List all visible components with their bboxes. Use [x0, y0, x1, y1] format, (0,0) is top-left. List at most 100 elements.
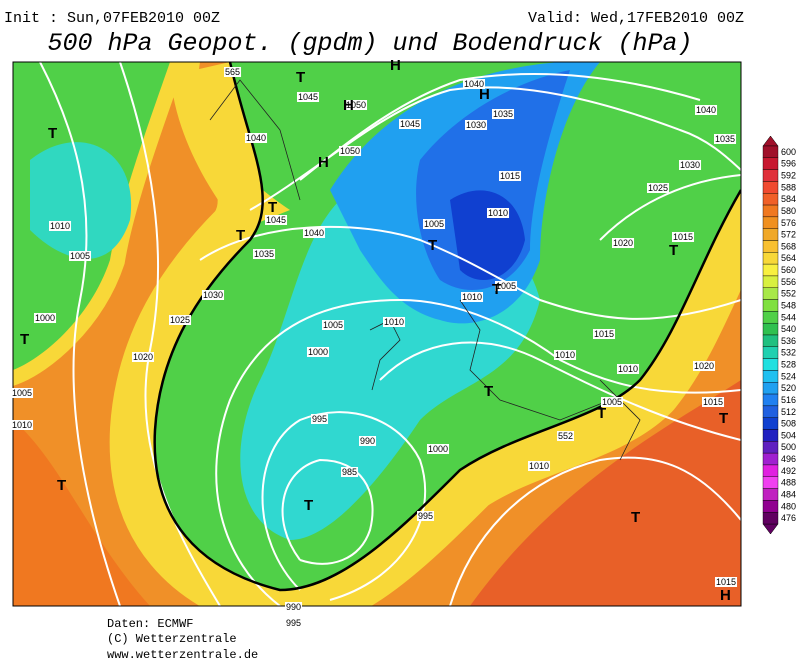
colorbar-label: 512 — [781, 407, 796, 417]
pressure-label-bg — [303, 228, 326, 238]
pressure-label-bg — [499, 171, 522, 181]
colorbar-label: 496 — [781, 454, 796, 464]
colorbar-swatch — [762, 275, 779, 288]
pressure-center: T — [484, 383, 493, 400]
pressure-label: 1025 — [170, 315, 190, 325]
colorbar-label: 532 — [781, 348, 796, 358]
pressure-center: T — [428, 237, 437, 254]
pressure-label: 985 — [342, 467, 357, 477]
pressure-center: H — [343, 97, 354, 114]
colorbar-swatch — [762, 370, 779, 383]
colorbar-label: 584 — [781, 194, 796, 204]
colorbar-swatch — [762, 417, 779, 430]
pressure-label: 1050 — [340, 146, 360, 156]
pressure-label-bg — [359, 436, 377, 446]
pressure-label-bg — [253, 249, 276, 259]
init-time: Init : Sun,07FEB2010 00Z — [4, 10, 220, 27]
pressure-label-bg — [224, 67, 242, 77]
pressure-label: 1010 — [618, 364, 638, 374]
pressure-label-bg — [285, 602, 303, 612]
pressure-label-bg — [487, 208, 510, 218]
pressure-label: 1005 — [496, 281, 516, 291]
pressure-label: 1045 — [266, 215, 286, 225]
pressure-label-bg — [169, 315, 192, 325]
pressure-label-bg — [49, 221, 72, 231]
pressure-label-bg — [245, 133, 268, 143]
colorbar-label: 568 — [781, 241, 796, 251]
pressure-center: T — [48, 125, 57, 142]
pressure-center: T — [57, 477, 66, 494]
pressure-label: 1030 — [203, 290, 223, 300]
pressure-center: T — [296, 69, 305, 86]
pressure-label-bg — [202, 290, 225, 300]
colorbar-label: 548 — [781, 300, 796, 310]
pressure-label-bg — [492, 109, 515, 119]
pressure-label-bg — [265, 215, 288, 225]
pressure-label: 1020 — [694, 361, 714, 371]
pressure-label-bg — [307, 347, 330, 357]
pressure-center: H — [318, 154, 329, 171]
pressure-label-bg — [34, 313, 57, 323]
pressure-label-bg — [417, 511, 435, 521]
colorbar-label: 592 — [781, 171, 796, 181]
pressure-label-bg — [528, 461, 551, 471]
colorbar-label: 500 — [781, 442, 796, 452]
pressure-label-bg — [554, 350, 577, 360]
pressure-label: 1030 — [680, 160, 700, 170]
pressure-label-bg — [423, 219, 446, 229]
pressure-label-bg — [322, 320, 345, 330]
pressure-label: 1040 — [246, 133, 266, 143]
pressure-center: T — [268, 199, 277, 216]
pressure-label: 1005 — [12, 388, 32, 398]
colorbar-swatch — [762, 263, 779, 277]
colorbar-swatch — [762, 334, 779, 348]
pressure-label-bg — [383, 317, 406, 327]
pressure-center: T — [719, 410, 728, 427]
colorbar-swatch — [762, 346, 779, 359]
colorbar-swatch — [762, 204, 779, 218]
pressure-label: 1000 — [308, 347, 328, 357]
pressure-label-bg — [714, 134, 737, 144]
colorbar-label: 516 — [781, 395, 796, 405]
colorbar-label: 596 — [781, 159, 796, 169]
pressure-label: 1010 — [555, 350, 575, 360]
pressure-label-bg — [339, 146, 362, 156]
pressure-label: 1035 — [715, 134, 735, 144]
colorbar-bottom — [762, 523, 779, 535]
colorbar-swatch — [762, 358, 779, 371]
colorbar-label: 520 — [781, 383, 796, 393]
pressure-label: 1045 — [400, 119, 420, 129]
colorbar: 6005965925885845805765725685645605565525… — [762, 135, 796, 535]
pressure-center: T — [597, 405, 606, 422]
colorbar-swatch — [762, 145, 779, 159]
pressure-label-bg — [695, 105, 718, 115]
pressure-label: 990 — [286, 602, 301, 612]
pressure-label: 1035 — [254, 249, 274, 259]
colorbar-swatch — [762, 382, 779, 395]
pressure-label-bg — [427, 444, 450, 454]
pressure-center: H — [479, 86, 490, 103]
colorbar-label: 540 — [781, 324, 796, 334]
pressure-label: 1010 — [462, 292, 482, 302]
pressure-label-bg — [557, 431, 575, 441]
pressure-label: 1010 — [12, 420, 32, 430]
pressure-label-bg — [341, 467, 359, 477]
pressure-label: 565 — [225, 67, 240, 77]
colorbar-label: 476 — [781, 513, 796, 523]
colorbar-label: 528 — [781, 360, 796, 370]
pressure-label: 1025 — [648, 183, 668, 193]
pressure-label-bg — [132, 352, 155, 362]
pressure-center: H — [390, 57, 401, 74]
pressure-label: 1010 — [50, 221, 70, 231]
colorbar-label: 556 — [781, 277, 796, 287]
colorbar-swatch — [762, 500, 779, 513]
pressure-center: T — [669, 242, 678, 259]
pressure-label: 552 — [558, 431, 573, 441]
colorbar-swatch — [762, 299, 779, 312]
colorbar-swatch — [762, 322, 779, 336]
pressure-label: 1030 — [466, 120, 486, 130]
pressure-center: H — [720, 587, 731, 604]
pressure-label: 1005 — [70, 251, 90, 261]
colorbar-label: 560 — [781, 265, 796, 275]
